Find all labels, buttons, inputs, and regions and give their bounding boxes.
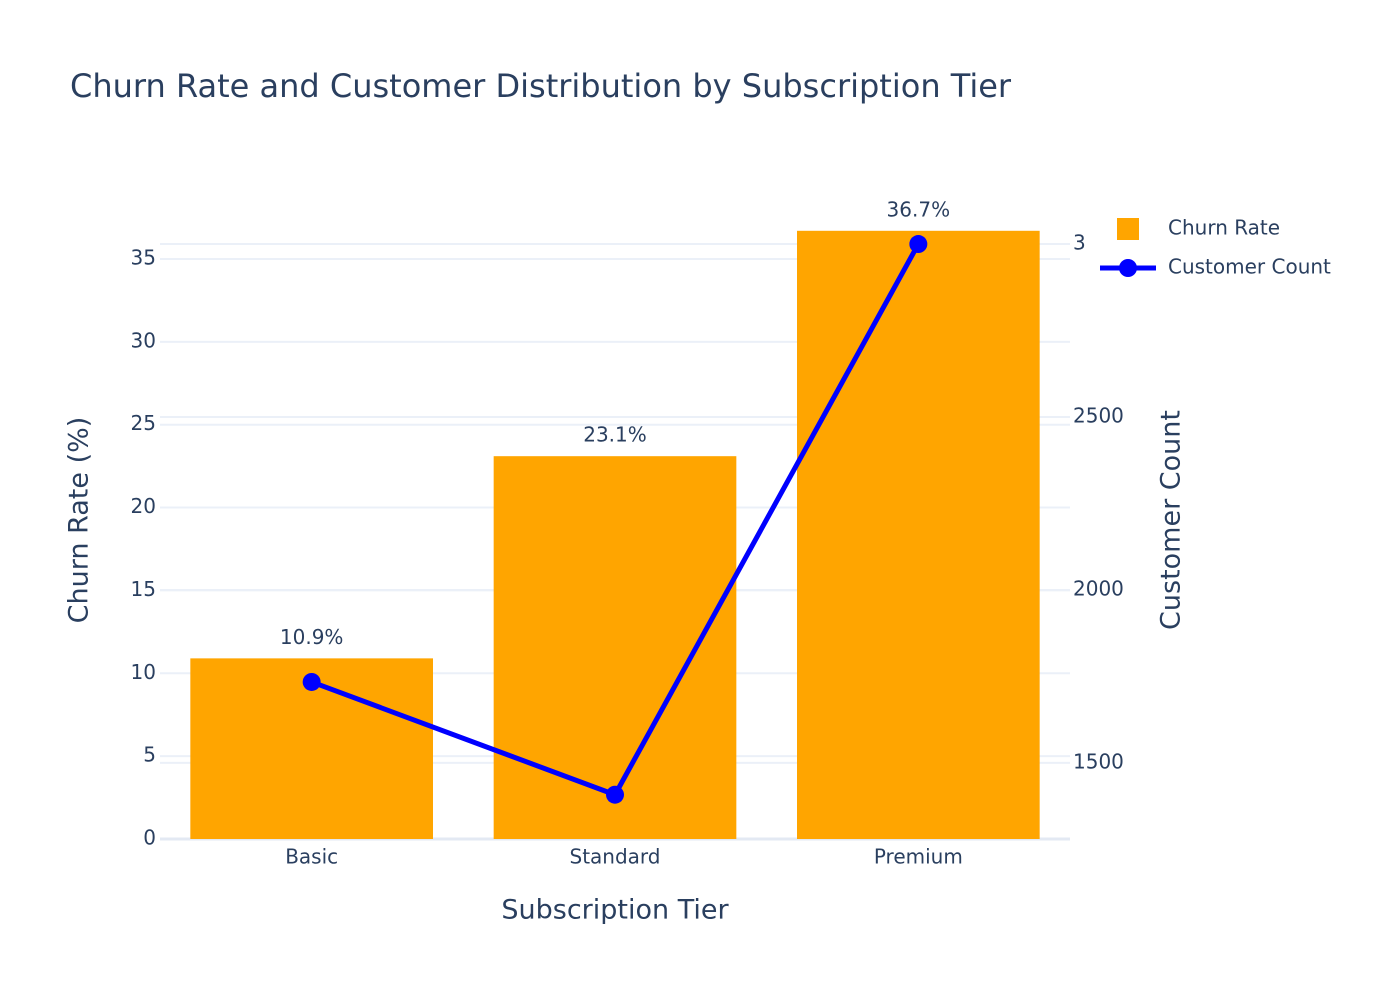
x-tick-label: Premium [874,845,963,869]
x-tick-label: Basic [285,845,338,869]
y-tick-label: 25 [131,411,156,435]
y2-tick-label: 1500 [1073,749,1124,773]
chart-title: Churn Rate and Customer Distribution by … [70,67,1012,105]
y-axis-title: Churn Rate (%) [64,417,95,624]
y-tick-label: 35 [131,245,156,269]
bar [493,456,737,839]
data-label: 23.1% [583,423,647,447]
x-axis-title: Subscription Tier [501,895,729,926]
y2-tick-label: 3 [1073,231,1086,255]
marker [302,672,321,691]
marker [909,235,928,254]
legend-label: Churn Rate [1168,216,1280,240]
x-tick-label: Standard [570,845,661,869]
y2-axis-title: Customer Count [1156,410,1187,630]
y-tick-label: 30 [131,328,156,352]
y2-tick-label: 2500 [1073,403,1124,427]
data-label: 36.7% [887,197,951,221]
legend-swatch [1119,259,1137,277]
bar [797,230,1040,839]
legend-label: Customer Count [1168,255,1331,279]
y-tick-label: 0 [143,826,156,850]
legend-swatch [1117,218,1139,240]
data-label: 10.9% [280,625,344,649]
y-tick-label: 10 [131,660,156,684]
marker [606,785,624,804]
y-tick-label: 5 [143,743,156,767]
y-tick-label: 15 [131,577,156,601]
y-tick-label: 20 [131,494,156,518]
y2-tick-label: 2000 [1073,576,1124,600]
